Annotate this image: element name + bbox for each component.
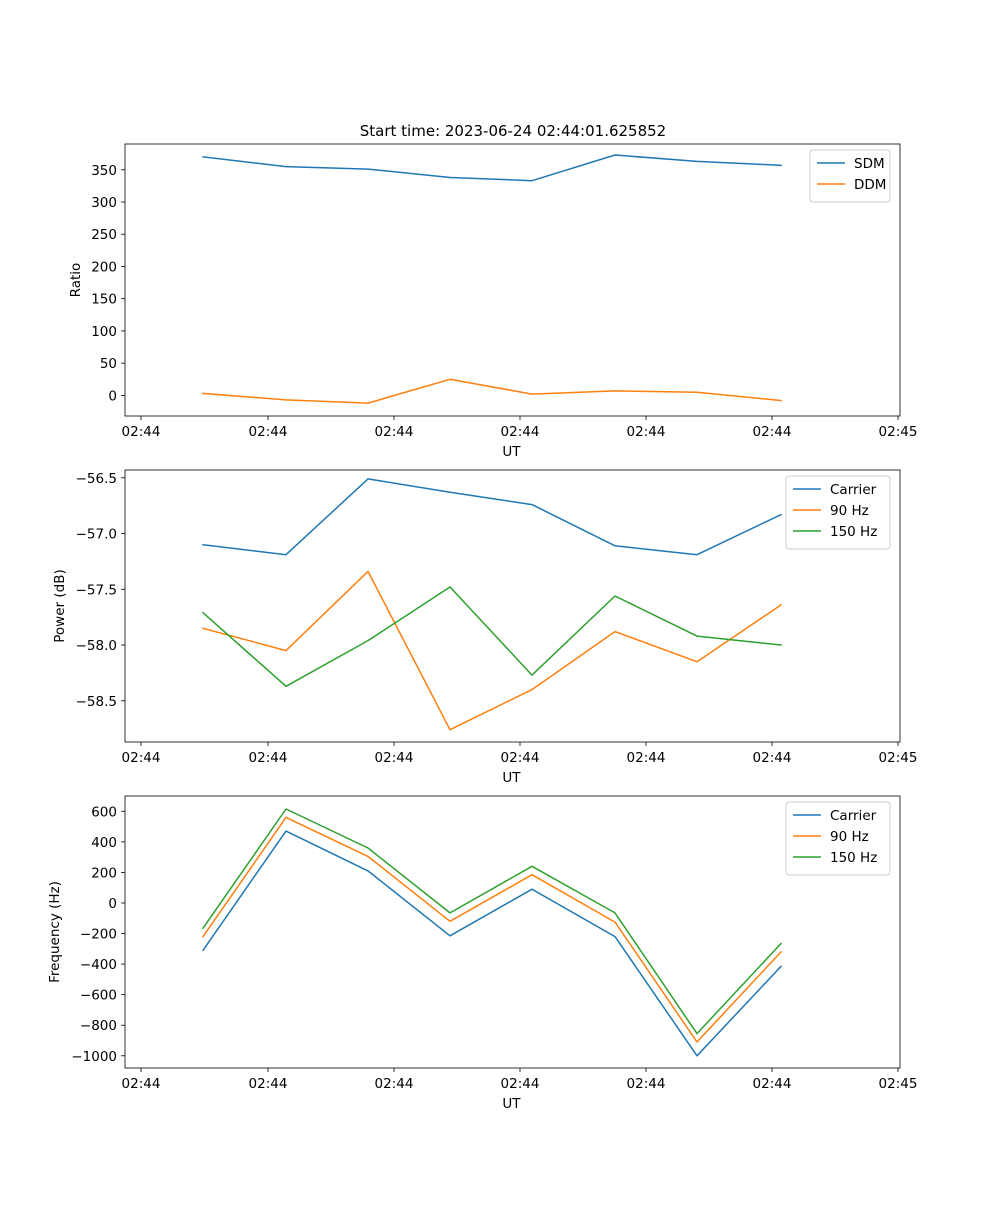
x-tick-label: 02:44 xyxy=(249,1076,288,1092)
subplot-1: 02:44 02:44 02:44 02:44 02:44 02:44 02:45 0 50 10… xyxy=(68,143,918,460)
legend-label: 90 Hz xyxy=(830,829,869,845)
legend-label: Carrier xyxy=(830,808,877,824)
x-tick-label: 02:45 xyxy=(879,424,918,440)
x-tick-label: 02:44 xyxy=(753,1076,792,1092)
x-tick-label: 02:45 xyxy=(879,1076,918,1092)
x-tick-label: 02:44 xyxy=(753,424,792,440)
y-tick-label: −200 xyxy=(80,927,117,943)
series-line-carrier xyxy=(201,830,783,1057)
y-tick-label: 100 xyxy=(91,324,117,340)
x-tick-label: 02:44 xyxy=(501,750,540,766)
series-line-90-hz xyxy=(202,570,783,731)
series-line-sdm xyxy=(202,154,782,182)
series-line-carrier xyxy=(202,478,782,556)
subplot-2: 02:44 02:44 02:44 02:44 02:44 02:44 02:45 −58.5… xyxy=(52,469,918,786)
x-tick-label: 02:44 xyxy=(249,750,288,766)
y-tick-label: 400 xyxy=(91,835,117,851)
x-tick-label: 02:44 xyxy=(627,750,666,766)
legend-label: 150 Hz xyxy=(830,850,877,866)
y-tick-label: 0 xyxy=(108,388,117,404)
x-axis-label: UT xyxy=(502,1096,521,1112)
y-tick-label: −1000 xyxy=(71,1049,117,1065)
x-tick-label: 02:44 xyxy=(501,424,540,440)
x-tick-label: 02:44 xyxy=(375,1076,414,1092)
legend-label: 90 Hz xyxy=(830,503,869,519)
x-axis-label: UT xyxy=(502,770,521,786)
y-tick-label: −600 xyxy=(80,988,117,1004)
series-line-150-hz xyxy=(201,586,782,688)
x-tick-label: 02:44 xyxy=(753,750,792,766)
legend-label: DDM xyxy=(854,177,886,193)
series-line-90-hz xyxy=(201,816,783,1043)
y-tick-label: −58.0 xyxy=(76,638,117,654)
y-tick-label: −57.0 xyxy=(76,527,117,543)
chart-title: Start time: 2023-06-24 02:44:01.625852 xyxy=(360,122,666,140)
y-tick-label: 200 xyxy=(91,865,117,881)
legend-label: SDM xyxy=(854,156,885,172)
y-tick-label: 50 xyxy=(100,356,117,372)
y-tick-label: −56.5 xyxy=(76,471,117,487)
axes-frame xyxy=(124,795,901,1069)
y-tick-label: −800 xyxy=(80,1018,117,1034)
y-tick-label: 600 xyxy=(91,804,117,820)
x-tick-label: 02:44 xyxy=(249,424,288,440)
y-tick-label: 300 xyxy=(91,195,117,211)
x-tick-label: 02:44 xyxy=(627,1076,666,1092)
y-axis-label: Frequency (Hz) xyxy=(47,881,63,983)
x-tick-label: 02:44 xyxy=(122,750,161,766)
legend: Carrier 90 Hz 150 Hz xyxy=(785,475,891,550)
y-tick-label: 250 xyxy=(91,227,117,243)
legend: SDM DDM xyxy=(809,149,891,203)
x-tick-label: 02:44 xyxy=(375,424,414,440)
y-tick-label: 350 xyxy=(91,163,117,179)
legend-label: Carrier xyxy=(830,482,877,498)
legend: Carrier 90 Hz 150 Hz xyxy=(785,801,891,876)
x-tick-label: 02:44 xyxy=(375,750,414,766)
x-tick-label: 02:44 xyxy=(122,1076,161,1092)
x-tick-label: 02:44 xyxy=(122,424,161,440)
series-line-ddm xyxy=(202,378,782,404)
x-tick-label: 02:44 xyxy=(501,1076,540,1092)
subplot-3: 02:44 02:44 02:44 02:44 02:44 02:44 02:45 −1000… xyxy=(47,795,918,1112)
y-tick-label: 0 xyxy=(108,896,117,912)
y-tick-label: −58.5 xyxy=(76,694,117,710)
axes-frame xyxy=(124,143,901,417)
series-line-150-hz xyxy=(201,808,783,1035)
y-tick-label: 150 xyxy=(91,292,117,308)
y-axis-label: Ratio xyxy=(68,263,84,298)
legend-label: 150 Hz xyxy=(830,524,877,540)
y-tick-label: 200 xyxy=(91,259,117,275)
axes-frame xyxy=(124,469,901,743)
x-tick-label: 02:45 xyxy=(879,750,918,766)
y-tick-label: −400 xyxy=(80,957,117,973)
x-tick-label: 02:44 xyxy=(627,424,666,440)
y-tick-label: −57.5 xyxy=(76,582,117,598)
x-axis-label: UT xyxy=(502,444,521,460)
y-axis-label: Power (dB) xyxy=(52,569,68,642)
